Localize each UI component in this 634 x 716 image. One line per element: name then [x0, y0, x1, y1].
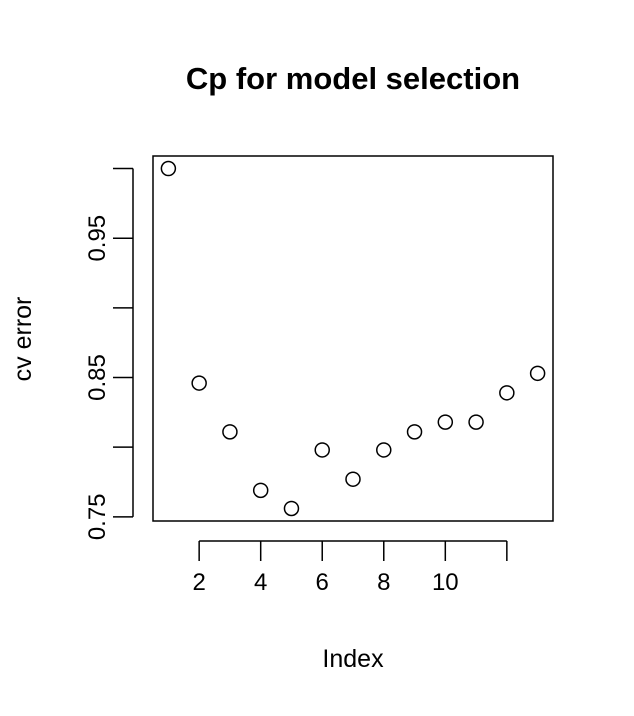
- data-point: [160, 160, 177, 177]
- x-tick-label: 2: [192, 569, 205, 596]
- data-point: [252, 482, 269, 499]
- data-point: [437, 414, 454, 430]
- x-tick-label: 10: [432, 569, 459, 596]
- y-tick-label: 0.75: [84, 493, 111, 540]
- data-point: [376, 442, 392, 458]
- data-point: [529, 365, 546, 382]
- y-axis: 0.75 0.85 0.95: [84, 167, 134, 540]
- y-axis-label: cv error: [9, 297, 37, 382]
- plot-frame: [152, 155, 554, 522]
- data-point: [499, 385, 515, 401]
- x-axis: 2 4 6 8 10: [192, 540, 508, 596]
- data-point: [345, 471, 361, 487]
- data-point: [191, 375, 207, 391]
- data-point: [468, 414, 484, 430]
- chart-title: Cp for model selection: [186, 61, 520, 96]
- x-tick-label: 4: [254, 569, 267, 596]
- data-point: [283, 500, 300, 517]
- data-point: [406, 424, 423, 440]
- data-point: [222, 424, 238, 440]
- data-points: [160, 160, 546, 517]
- y-tick-label: 0.95: [84, 215, 111, 262]
- x-axis-label: Index: [322, 645, 384, 673]
- y-tick-label: 0.85: [84, 354, 111, 401]
- x-tick-label: 6: [316, 569, 329, 596]
- data-point: [314, 442, 330, 458]
- x-tick-label: 8: [377, 569, 390, 596]
